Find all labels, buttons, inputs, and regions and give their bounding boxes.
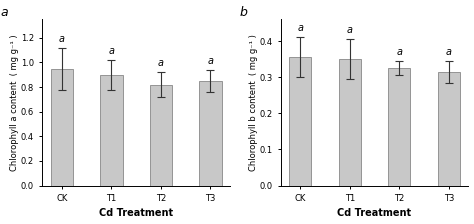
Text: a: a xyxy=(297,23,303,33)
Text: a: a xyxy=(109,46,114,56)
X-axis label: Cd Treatment: Cd Treatment xyxy=(99,209,173,218)
Bar xyxy=(438,72,460,185)
Text: b: b xyxy=(239,6,247,19)
Text: a: a xyxy=(446,47,452,57)
Bar xyxy=(51,69,73,185)
Y-axis label: Chlorophyll a content  ( mg g⁻¹ ): Chlorophyll a content ( mg g⁻¹ ) xyxy=(10,34,19,171)
Text: a: a xyxy=(59,34,65,43)
Bar xyxy=(100,75,123,185)
Bar xyxy=(388,68,410,185)
Bar xyxy=(150,85,172,185)
Bar xyxy=(289,57,311,185)
X-axis label: Cd Treatment: Cd Treatment xyxy=(337,209,411,218)
Text: a: a xyxy=(1,6,9,19)
Bar xyxy=(199,81,221,185)
Text: a: a xyxy=(396,47,402,57)
Text: a: a xyxy=(208,56,213,66)
Y-axis label: Chlorophyll b content  ( mg g⁻¹ ): Chlorophyll b content ( mg g⁻¹ ) xyxy=(249,34,258,171)
Bar xyxy=(339,59,361,185)
Text: a: a xyxy=(347,25,353,35)
Text: a: a xyxy=(158,58,164,68)
